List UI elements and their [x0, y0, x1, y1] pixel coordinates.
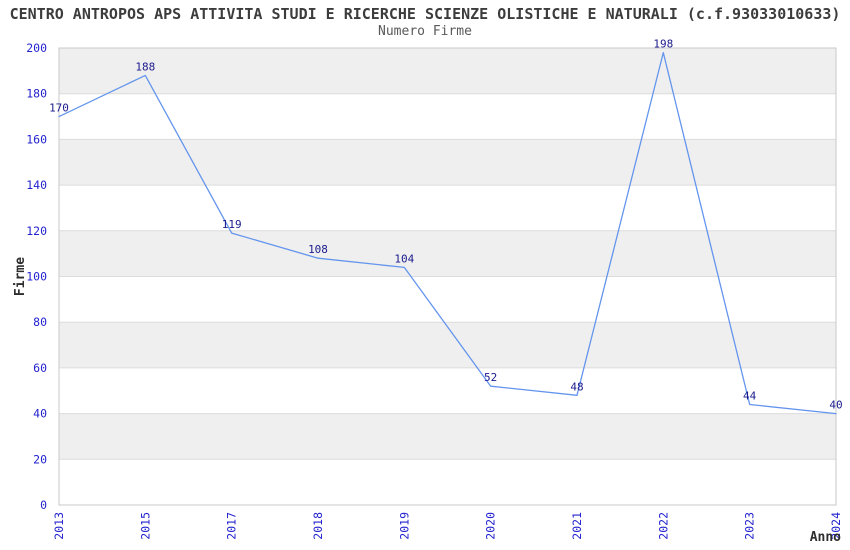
- data-point-label: 48: [570, 380, 583, 393]
- x-tick-label: 2018: [311, 512, 325, 540]
- data-point-label: 198: [653, 38, 673, 51]
- x-tick-label: 2017: [225, 512, 239, 540]
- x-tick-label: 2019: [397, 512, 411, 540]
- x-tick-label: 2022: [656, 512, 670, 540]
- data-point-label: 52: [484, 371, 497, 384]
- data-point-label: 170: [49, 102, 69, 115]
- x-tick-label: 2024: [829, 512, 843, 540]
- data-point-label: 44: [743, 389, 757, 402]
- y-tick-label: 160: [26, 132, 47, 146]
- plot-band: [59, 413, 836, 460]
- x-tick-label: 2015: [138, 512, 152, 540]
- x-tick-label: 2023: [743, 512, 757, 540]
- plot-band: [59, 139, 836, 186]
- y-tick-label: 60: [33, 361, 47, 375]
- y-axis-label: Firme: [13, 257, 28, 296]
- x-tick-label: 2013: [52, 512, 66, 540]
- y-tick-label: 20: [33, 452, 47, 466]
- y-tick-label: 0: [40, 498, 47, 512]
- plot-band: [59, 230, 836, 277]
- data-line-series: [58, 51, 837, 415]
- data-point-label: 188: [135, 60, 155, 73]
- y-tick-label: 140: [26, 178, 47, 192]
- x-tick-label: 2021: [570, 512, 584, 540]
- y-tick-label: 180: [26, 87, 47, 101]
- x-tick-label: 2020: [484, 512, 498, 540]
- y-tick-label: 120: [26, 224, 47, 238]
- data-point-label: 40: [829, 399, 842, 412]
- x-axis-label: Anno: [810, 530, 841, 545]
- chart-title: CENTRO ANTROPOS APS ATTIVITA STUDI E RIC…: [9, 5, 841, 23]
- y-tick-label: 200: [26, 41, 47, 55]
- data-point-label: 104: [394, 252, 414, 265]
- plot-band: [59, 48, 836, 94]
- plot-border: [58, 47, 837, 506]
- data-point-label: 108: [308, 243, 328, 256]
- data-point-label: 119: [222, 218, 242, 231]
- chart-subtitle: Numero Firme: [378, 24, 472, 39]
- y-tick-label: 80: [33, 315, 47, 329]
- y-tick-label: 100: [26, 270, 47, 284]
- y-tick-label: 40: [33, 407, 47, 421]
- plot-band: [59, 322, 836, 368]
